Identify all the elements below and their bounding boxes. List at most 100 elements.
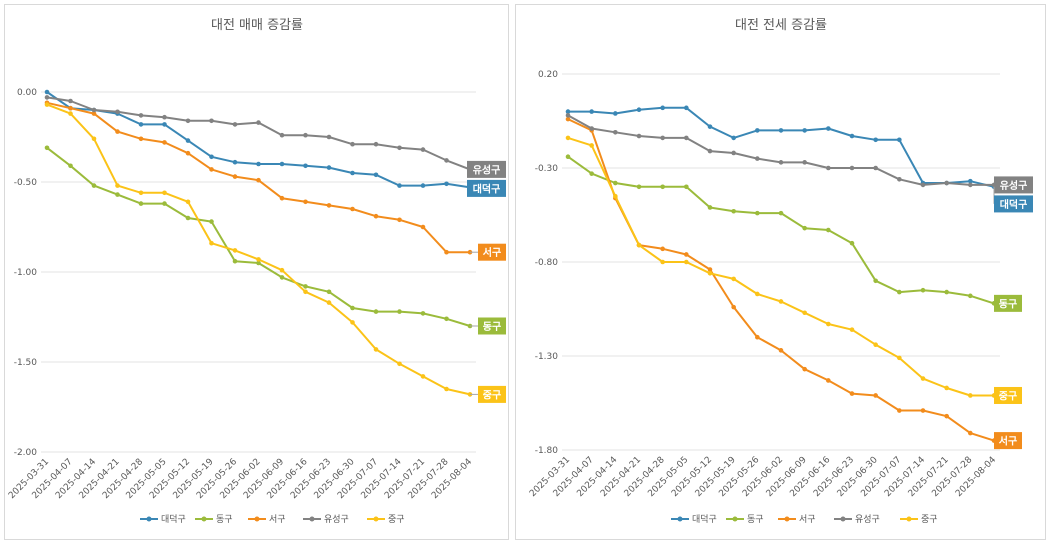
legend-item-label: 대덕구: [161, 514, 186, 525]
data-point: [565, 109, 571, 114]
data-point: [162, 114, 167, 120]
legend-item-label: 서구: [269, 514, 286, 525]
data-point: [826, 227, 831, 233]
data-point: [420, 311, 426, 316]
data-point: [232, 122, 238, 127]
legend-item-label: 동구: [216, 514, 233, 525]
data-point: [565, 116, 571, 122]
data-point: [279, 132, 285, 138]
legend-item-label: 중구: [921, 514, 938, 525]
data-point: [613, 180, 618, 186]
series-end-label-box: [994, 195, 1033, 213]
data-point: [707, 148, 713, 154]
data-point: [873, 165, 878, 171]
series-end-label-box: [478, 317, 506, 335]
data-point: [444, 249, 449, 255]
data-point: [209, 167, 214, 172]
data-point: [115, 183, 120, 188]
data-point: [684, 184, 689, 190]
data-point: [802, 366, 807, 372]
series-line-1: [568, 106, 995, 188]
data-point: [373, 309, 379, 314]
data-point: [731, 150, 736, 156]
data-point: [138, 201, 144, 206]
legend-item-label: 중구: [388, 514, 405, 525]
data-point: [589, 171, 594, 176]
sale-chart-svg: 대전 매매 증감률0.00-0.50-1.00-1.50-2.002025-03…: [7, 18, 506, 525]
data-point: [326, 300, 332, 305]
data-point: [707, 270, 713, 276]
data-point: [849, 240, 855, 246]
legend-swatch-marker: [784, 516, 790, 522]
series-line-4: [46, 96, 471, 171]
series-end-label: 서구: [483, 246, 501, 259]
data-point: [138, 190, 144, 196]
data-point: [397, 361, 402, 367]
data-point: [920, 182, 926, 188]
data-point: [115, 109, 120, 115]
data-point: [185, 215, 191, 221]
data-point: [944, 289, 949, 295]
data-point: [232, 248, 238, 253]
data-point: [707, 124, 713, 129]
data-point: [968, 393, 973, 398]
series-end-label-box: [467, 179, 506, 197]
data-point: [91, 183, 97, 188]
series-end-label: 동구: [999, 298, 1017, 310]
chart-panel-sale: 대전 매매 증감률 0.00 -0.50 -1.00 -1.50 -2.00 2025-03…: [4, 4, 509, 540]
data-point: [256, 260, 261, 266]
legend-item-label: 유성구: [855, 514, 880, 525]
data-point: [326, 134, 332, 140]
data-point: [684, 135, 689, 141]
data-point: [115, 192, 120, 197]
data-point: [565, 135, 571, 141]
data-point: [256, 177, 261, 183]
data-point: [185, 118, 191, 124]
series-end-label: 중구: [999, 390, 1017, 402]
data-point: [138, 136, 144, 142]
data-point: [232, 258, 238, 264]
data-point: [589, 126, 594, 131]
series-line-3: [46, 101, 470, 254]
data-point: [778, 210, 784, 216]
data-point: [849, 327, 855, 332]
data-point: [162, 140, 167, 145]
data-point: [944, 413, 949, 419]
data-point: [279, 195, 285, 201]
data-point: [44, 145, 50, 151]
data-point: [802, 160, 807, 165]
data-point: [707, 267, 713, 272]
data-point: [613, 111, 618, 116]
data-point: [660, 135, 665, 141]
y-tick-label: -1.00: [14, 268, 38, 278]
data-point: [920, 376, 926, 381]
data-point: [636, 107, 642, 113]
legend-swatch-marker: [373, 516, 379, 522]
series-line-3: [567, 118, 995, 442]
series-end-label-box: [478, 385, 506, 403]
data-point: [968, 182, 973, 188]
data-point: [350, 206, 355, 212]
data-point: [303, 132, 308, 138]
legend-item-label: 서구: [799, 514, 816, 525]
data-point: [326, 203, 332, 208]
legend-swatch-marker: [146, 516, 152, 522]
data-point: [636, 242, 642, 248]
data-point: [303, 289, 308, 295]
data-point: [444, 316, 449, 322]
data-point: [209, 118, 214, 124]
data-point: [802, 225, 807, 231]
data-point: [778, 160, 784, 165]
series-end-label: 유성구: [1000, 179, 1028, 192]
data-point: [444, 158, 449, 163]
data-point: [115, 129, 120, 134]
data-point: [755, 334, 760, 340]
data-point: [731, 304, 736, 310]
data-point: [444, 386, 449, 392]
legend-swatch-marker: [906, 516, 912, 522]
data-point: [209, 240, 214, 246]
data-point: [873, 342, 878, 348]
data-point: [138, 113, 144, 118]
data-point: [91, 107, 97, 113]
y-tick-label: -1.80: [535, 446, 559, 456]
